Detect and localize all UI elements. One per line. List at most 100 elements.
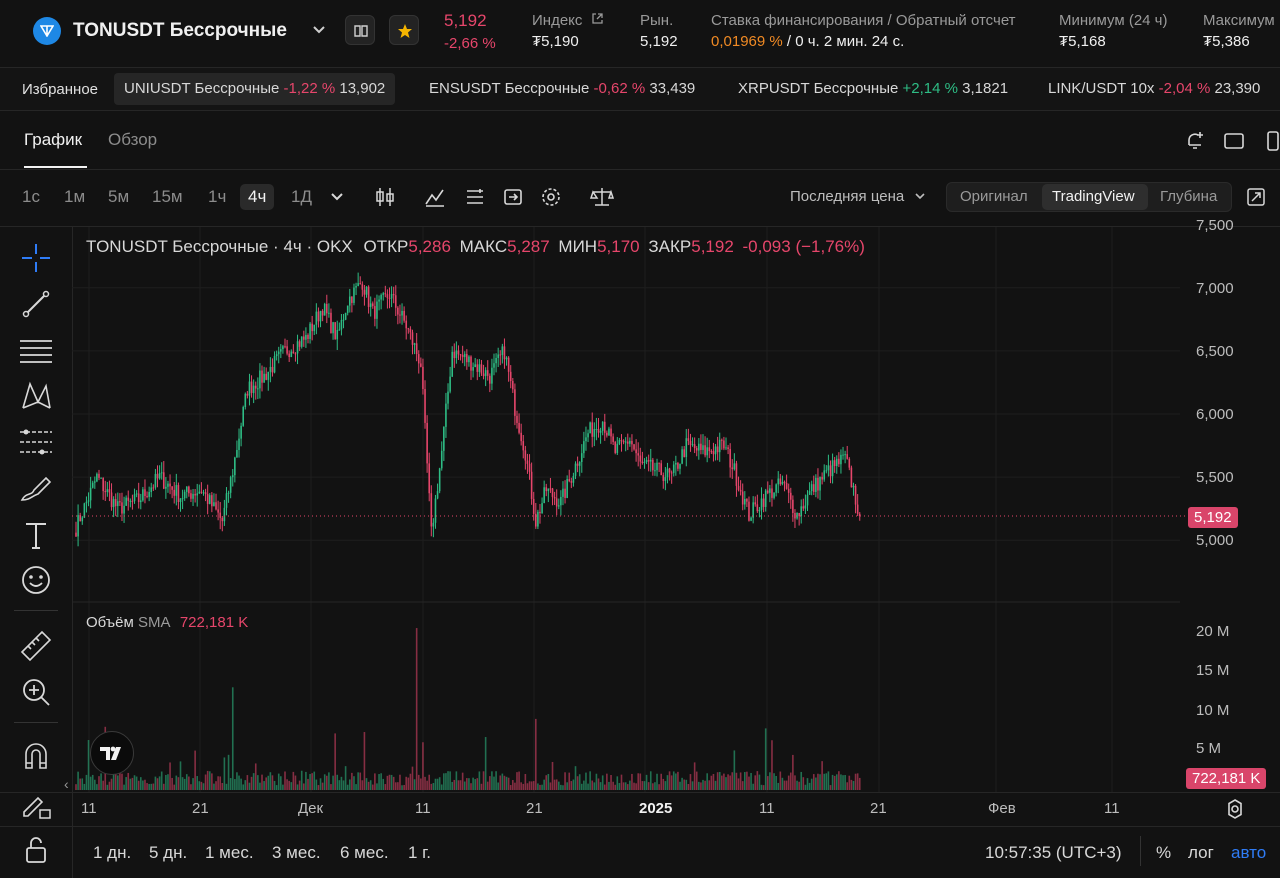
- timeframe-1m[interactable]: 1м: [64, 187, 86, 206]
- volume-bar: [499, 775, 502, 790]
- more-menu-icon[interactable]: [1266, 130, 1280, 157]
- volume-bar: [273, 780, 276, 790]
- price-type-select[interactable]: Последняя цена: [790, 188, 926, 205]
- candle-body: [338, 329, 341, 331]
- volume-bar: [660, 773, 662, 790]
- magnet-icon[interactable]: [18, 738, 54, 774]
- zoom-in-icon[interactable]: [18, 674, 54, 710]
- volume-bar: [545, 775, 548, 790]
- tab-overview[interactable]: Обзор: [108, 130, 158, 149]
- volume-bar: [229, 778, 232, 790]
- volume-bar: [840, 774, 842, 790]
- fav-price: 13,902: [339, 80, 386, 97]
- fav-change: -1,22 %: [283, 80, 336, 97]
- lock-icon[interactable]: [18, 832, 54, 868]
- emoji-icon[interactable]: [18, 562, 54, 598]
- legend-change: -0,093 (−1,76%): [742, 237, 865, 256]
- auto-scale-toggle[interactable]: авто: [1231, 843, 1267, 862]
- fib-levels-icon[interactable]: [18, 424, 54, 460]
- volume-bar: [420, 778, 422, 790]
- timeframe-15m[interactable]: 15м: [152, 187, 183, 206]
- crosshair-icon[interactable]: [18, 240, 54, 276]
- range-1d[interactable]: 1 дн.: [93, 843, 132, 862]
- candle-body: [371, 303, 374, 307]
- brush-icon[interactable]: [18, 470, 54, 506]
- index-label[interactable]: Индекс: [532, 12, 604, 29]
- volume-bar: [263, 781, 265, 790]
- symbol-dropdown-chevron-icon[interactable]: [312, 22, 326, 38]
- price-chart[interactable]: [0, 227, 1280, 827]
- favorite-star-button[interactable]: [389, 15, 419, 45]
- volume-axis-label: 15 M: [1196, 662, 1230, 679]
- timeframe-4h[interactable]: 4ч: [240, 184, 275, 210]
- volume-bar: [240, 778, 242, 790]
- bottom-separator: [1140, 836, 1141, 866]
- volume-bar: [319, 778, 322, 790]
- view-original[interactable]: Оригинал: [960, 188, 1028, 205]
- volume-bar: [294, 775, 297, 790]
- favorite-item[interactable]: UNIUSDT Бессрочные -1,22 % 13,902: [114, 73, 396, 105]
- candle-body: [367, 286, 370, 307]
- view-depth[interactable]: Глубина: [1160, 188, 1218, 205]
- timeframe-1h[interactable]: 1ч: [208, 187, 227, 206]
- candle-body: [129, 500, 132, 502]
- timeframe-5m[interactable]: 5м: [108, 187, 130, 206]
- tradingview-logo[interactable]: [90, 731, 134, 775]
- candle-type-icon[interactable]: [374, 186, 396, 213]
- range-6m[interactable]: 6 мес.: [340, 843, 389, 862]
- percent-scale-toggle[interactable]: %: [1156, 843, 1172, 862]
- text-tool-icon[interactable]: [18, 516, 54, 552]
- view-tradingview[interactable]: TradingView: [1052, 188, 1135, 205]
- range-1y[interactable]: 1 г.: [408, 843, 432, 862]
- window-layout-icon[interactable]: [1223, 132, 1245, 155]
- ruler-icon[interactable]: [18, 628, 54, 664]
- add-alert-icon[interactable]: [1184, 130, 1206, 157]
- draw-lock-icon[interactable]: [18, 786, 54, 822]
- candle-body: [328, 312, 330, 314]
- trend-line-icon[interactable]: [18, 286, 54, 322]
- range-5d[interactable]: 5 дн.: [149, 843, 188, 862]
- candle-body: [185, 486, 188, 492]
- range-1m[interactable]: 1 мес.: [205, 843, 254, 862]
- info-book-button[interactable]: [345, 15, 375, 45]
- volume-bar: [455, 771, 458, 790]
- indicators-icon[interactable]: [424, 186, 446, 213]
- volume-bar: [407, 777, 410, 790]
- timeframe-1s[interactable]: 1с: [22, 187, 40, 206]
- gear-icon[interactable]: [540, 186, 562, 213]
- favorite-item[interactable]: LINK/USDT 10x -2,04 % 23,390: [1038, 73, 1270, 105]
- candle-body: [844, 454, 846, 456]
- volume-bar: [827, 771, 830, 790]
- volume-bar: [815, 777, 817, 790]
- pattern-tool-icon[interactable]: [18, 378, 54, 414]
- log-scale-toggle[interactable]: лог: [1188, 843, 1214, 862]
- horizontal-lines-icon[interactable]: [18, 332, 54, 368]
- scroll-left-chevron-icon[interactable]: ‹: [64, 776, 69, 792]
- candle-body: [307, 334, 309, 339]
- timeframe-1d[interactable]: 1Д: [291, 187, 312, 206]
- candle-body: [823, 470, 826, 480]
- favorite-item[interactable]: ENSUSDT Бессрочные -0,62 % 33,439: [419, 73, 705, 105]
- volume-bar: [716, 772, 719, 790]
- candle-body: [796, 512, 798, 519]
- volume-bar: [248, 782, 251, 790]
- volume-bar: [543, 779, 545, 790]
- candle-body: [261, 370, 263, 383]
- axis-settings-gear-icon[interactable]: [1224, 798, 1246, 825]
- clock-timezone[interactable]: 10:57:35 (UTC+3): [985, 843, 1122, 862]
- replay-icon[interactable]: [502, 186, 524, 213]
- candle-body: [417, 354, 420, 364]
- volume-bar: [290, 782, 293, 790]
- range-3m[interactable]: 3 мес.: [272, 843, 321, 862]
- scale-balance-icon[interactable]: [589, 186, 615, 213]
- volume-bar: [77, 771, 79, 790]
- favorite-item[interactable]: XRPUSDT Бессрочные +2,14 % 3,1821: [728, 73, 1018, 105]
- chart-settings-list-icon[interactable]: [464, 186, 486, 213]
- candle-body: [798, 512, 800, 517]
- symbol-title[interactable]: TONUSDT Бессрочные: [73, 20, 287, 41]
- timeframe-chevron-icon[interactable]: [330, 190, 344, 208]
- volume-bar: [388, 774, 391, 790]
- tab-chart[interactable]: График: [24, 130, 83, 149]
- price-axis-label: 5,000: [1196, 532, 1234, 549]
- fullscreen-icon[interactable]: [1246, 187, 1266, 212]
